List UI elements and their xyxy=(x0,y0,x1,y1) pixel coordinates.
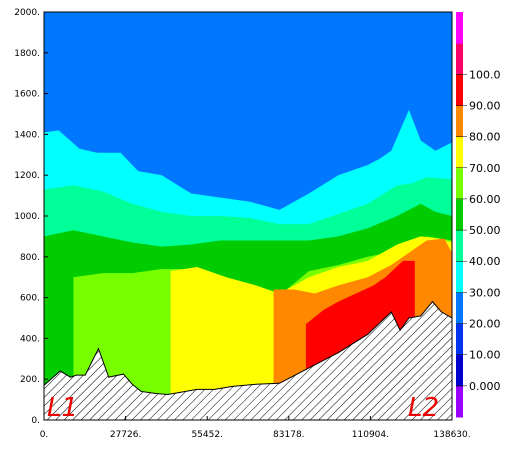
end-label-left: L1 xyxy=(47,393,78,423)
y-tick-label: 1800. xyxy=(14,49,40,59)
colorbar-swatch xyxy=(456,74,463,106)
colorbar-swatch xyxy=(456,385,463,418)
y-tick-label: 2000. xyxy=(14,8,40,18)
colorbar-swatch xyxy=(456,167,463,200)
colorbar-label: 50.00 xyxy=(469,224,501,237)
y-tick-label: 400. xyxy=(20,334,40,344)
colorbar-label: 60.00 xyxy=(469,193,501,206)
y-axis: 0. 200. 400. 600. 800. 1000. 1200. 1400. 1600. 18… xyxy=(14,8,48,426)
x-tick-label: 0. xyxy=(40,430,49,440)
y-tick-label: 200. xyxy=(20,375,40,385)
x-tick-label: 27726. xyxy=(110,430,142,440)
y-tick-label: 1200. xyxy=(14,171,40,181)
colorbar-label: 70.00 xyxy=(469,162,501,175)
colorbar-swatch xyxy=(456,323,463,356)
colorbar-swatch xyxy=(456,105,463,138)
y-tick-label: 800. xyxy=(20,253,40,263)
y-tick-label: 1000. xyxy=(14,212,40,222)
x-tick-label: 110904. xyxy=(352,430,389,440)
y-tick-label: 1400. xyxy=(14,130,40,140)
colorbar-swatch xyxy=(456,12,463,44)
colorbar-swatch xyxy=(456,230,463,262)
colorbar-label: 90.00 xyxy=(469,99,501,112)
x-tick-label: 83178. xyxy=(273,430,305,440)
x-tick-label: 138630. xyxy=(433,430,470,440)
end-label-right: L2 xyxy=(408,393,439,423)
y-tick-label: 0. xyxy=(31,416,40,426)
colorbar-label: 40.00 xyxy=(469,255,501,268)
y-tick-label: 600. xyxy=(20,294,40,304)
colorbar-label: 80.00 xyxy=(469,131,501,144)
colorbar-swatch xyxy=(456,261,463,293)
terrain-hatch xyxy=(44,300,452,420)
x-tick-label: 55452. xyxy=(191,430,223,440)
y-tick-label: 1600. xyxy=(14,90,40,100)
colorbar-label: 20.00 xyxy=(469,318,501,331)
colorbar-swatch xyxy=(456,43,463,75)
colorbar-swatch xyxy=(456,354,463,387)
colorbar-swatch xyxy=(456,292,463,325)
x-axis: 0. 27726. 55452. 83178. 110904. 138630. xyxy=(40,416,471,440)
colorbar-label: 10.00 xyxy=(469,349,501,362)
colorbar-swatch xyxy=(456,136,463,169)
colorbar: 0.000 10.00 20.00 30.00 40.00 50.00 60.00 70.00… xyxy=(456,12,501,418)
colorbar-label: 30.00 xyxy=(469,286,501,299)
colorbar-label: 100.0 xyxy=(469,68,501,81)
colorbar-label: 0.000 xyxy=(469,380,501,393)
colorbar-swatch xyxy=(456,198,463,231)
